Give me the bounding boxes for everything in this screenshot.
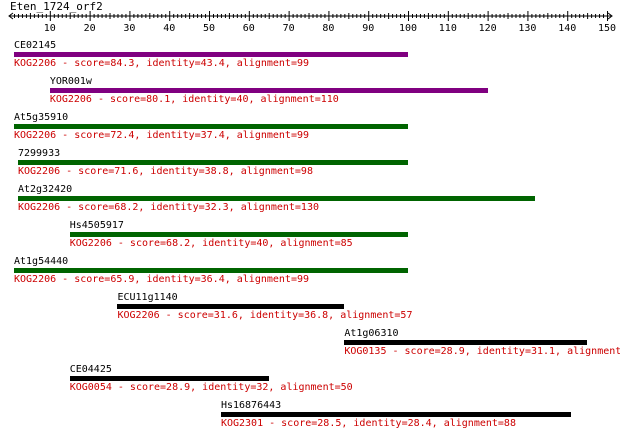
ruler-tick-label: 30 <box>123 23 135 34</box>
hit-name[interactable]: Hs16876443 <box>220 400 282 411</box>
hit-name[interactable]: YOR001w <box>49 76 92 87</box>
hit-alignment-bar[interactable] <box>220 412 572 417</box>
hit-alignment-bar[interactable] <box>69 232 409 237</box>
hit-description: KOG2206 - score=65.9, identity=36.4, ali… <box>14 274 310 285</box>
ruler-tick-label: 120 <box>479 23 497 34</box>
hit-description: KOG2301 - score=28.5, identity=28.4, ali… <box>220 418 516 429</box>
hit-alignment-bar[interactable] <box>17 160 408 165</box>
hit-description: KOG0135 - score=28.9, identity=31.1, ali… <box>344 346 620 357</box>
hit-name[interactable]: 7299933 <box>17 148 61 159</box>
hit-alignment-bar[interactable] <box>49 88 488 93</box>
ruler-tick-label: 130 <box>518 23 536 34</box>
hit-name[interactable]: CE02145 <box>14 40 57 51</box>
ruler-tick-label: 40 <box>163 23 175 34</box>
hit-description: KOG2206 - score=80.1, identity=40, align… <box>49 94 339 105</box>
hit-name[interactable]: At5g35910 <box>14 112 69 123</box>
hit-description: KOG0054 - score=28.9, identity=32, align… <box>69 382 353 393</box>
ruler-right-arrow <box>607 12 613 20</box>
hit-alignment-bar[interactable] <box>344 340 588 345</box>
hit-description: KOG2206 - score=72.4, identity=37.4, ali… <box>14 130 310 141</box>
query-title: Eten_1724_orf2 <box>10 0 103 13</box>
ruler-tick-label: 60 <box>243 23 255 34</box>
ruler-tick-label: 150 <box>598 23 616 34</box>
ruler-left-arrow <box>8 12 14 20</box>
hit-name[interactable]: At1g06310 <box>344 328 399 339</box>
hit-alignment-bar[interactable] <box>17 196 536 201</box>
hit-alignment-bar[interactable] <box>69 376 269 381</box>
hit-name[interactable]: CE04425 <box>69 364 112 375</box>
hit-description: KOG2206 - score=71.6, identity=38.8, ali… <box>17 166 313 177</box>
hit-description: KOG2206 - score=84.3, identity=43.4, ali… <box>14 58 310 69</box>
ruler-tick-label: 90 <box>362 23 374 34</box>
hit-description: KOG2206 - score=68.2, identity=40, align… <box>69 238 353 249</box>
hit-description: KOG2206 - score=31.6, identity=36.8, ali… <box>117 310 413 321</box>
ruler-tick-label: 50 <box>203 23 215 34</box>
hit-alignment-bar[interactable] <box>14 52 409 57</box>
hit-name[interactable]: ECU11g1140 <box>117 292 178 303</box>
hit-alignment-bar[interactable] <box>117 304 345 309</box>
ruler-tick-label: 20 <box>84 23 96 34</box>
hit-name[interactable]: At2g32420 <box>17 184 73 195</box>
ruler-tick-label: 80 <box>322 23 334 34</box>
ruler-tick-label: 70 <box>283 23 295 34</box>
sequence-ruler: 10 20 30 40 50 60 70 80 90 100 110 120 130 140 150 <box>8 11 616 34</box>
hit-description: KOG2206 - score=68.2, identity=32.3, ali… <box>17 202 319 213</box>
ruler-tick-label: 140 <box>558 23 576 34</box>
hit-name[interactable]: At1g54440 <box>14 256 69 267</box>
ruler-tick-label: 100 <box>399 23 417 34</box>
hit-alignment-bar[interactable] <box>14 124 409 129</box>
hit-name[interactable]: Hs4505917 <box>69 220 124 231</box>
ruler-tick-label: 110 <box>439 23 457 34</box>
ruler-tick-label: 10 <box>44 23 56 34</box>
hit-alignment-bar[interactable] <box>14 268 409 273</box>
